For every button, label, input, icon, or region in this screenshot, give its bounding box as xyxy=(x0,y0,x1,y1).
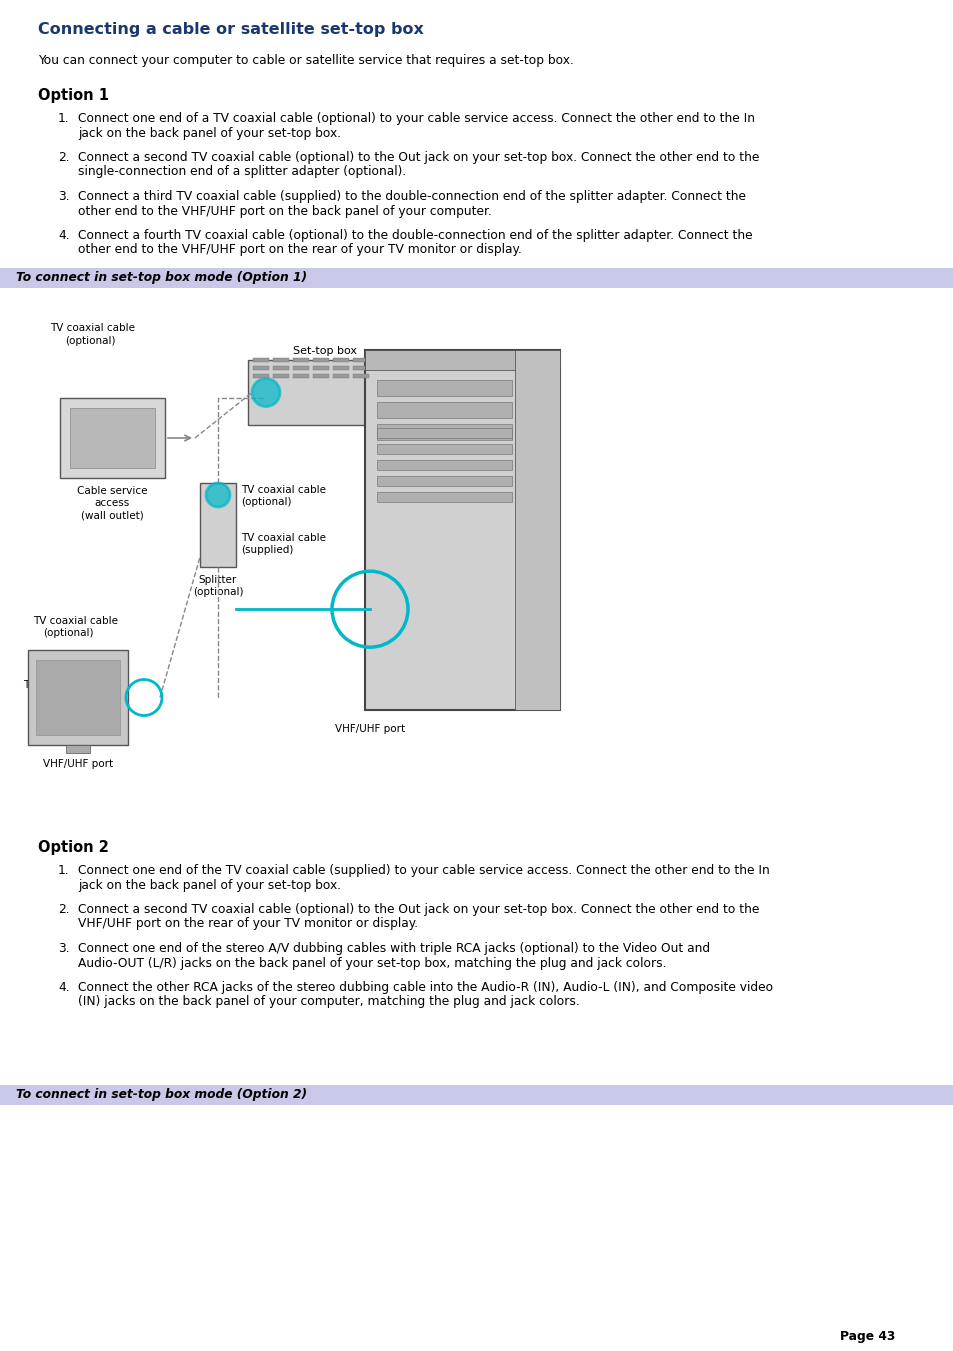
Bar xyxy=(333,358,349,362)
Bar xyxy=(66,744,90,753)
Text: TV coaxial cable: TV coaxial cable xyxy=(23,680,108,690)
Bar xyxy=(273,366,289,370)
Text: To connect in set-top box mode (Option 2): To connect in set-top box mode (Option 2… xyxy=(16,1088,307,1101)
Text: Connect one end of the TV coaxial cable (supplied) to your cable service access.: Connect one end of the TV coaxial cable … xyxy=(78,865,769,877)
Text: (wall outlet): (wall outlet) xyxy=(81,509,143,520)
Bar xyxy=(313,358,329,362)
Text: jack on the back panel of your set-top box.: jack on the back panel of your set-top b… xyxy=(78,127,341,139)
Bar xyxy=(353,366,369,370)
Text: single-connection end of a splitter adapter (optional).: single-connection end of a splitter adap… xyxy=(78,166,406,178)
Text: (optional): (optional) xyxy=(193,586,243,597)
Text: Audio-OUT (L/R) jacks on the back panel of your set-top box, matching the plug a: Audio-OUT (L/R) jacks on the back panel … xyxy=(78,957,666,970)
Text: 1.: 1. xyxy=(58,112,70,126)
Bar xyxy=(70,408,154,467)
Text: TV coaxial cable: TV coaxial cable xyxy=(33,616,118,626)
Bar xyxy=(333,366,349,370)
Text: Option 1: Option 1 xyxy=(38,88,109,103)
Bar xyxy=(333,374,349,378)
Text: To connect in set-top box mode (Option 1): To connect in set-top box mode (Option 1… xyxy=(16,272,307,284)
Bar xyxy=(200,484,235,567)
Bar xyxy=(376,424,512,440)
Text: Connecting a cable or satellite set-top box: Connecting a cable or satellite set-top … xyxy=(38,22,423,36)
Bar xyxy=(273,374,289,378)
Text: (optional): (optional) xyxy=(241,497,292,507)
Text: TV coaxial cable: TV coaxial cable xyxy=(50,323,135,332)
Bar xyxy=(376,492,512,503)
Bar xyxy=(376,476,512,486)
Text: 2.: 2. xyxy=(58,151,70,163)
Text: Set-top box: Set-top box xyxy=(293,346,356,357)
Text: (supplied): (supplied) xyxy=(241,544,294,555)
Text: 2.: 2. xyxy=(58,902,70,916)
Text: Splitter: Splitter xyxy=(198,576,237,585)
Text: VHF/UHF port: VHF/UHF port xyxy=(335,724,405,734)
Bar xyxy=(0,267,953,288)
Bar xyxy=(0,1085,953,1105)
Bar xyxy=(273,358,289,362)
Bar xyxy=(376,459,512,470)
Text: TV coaxial cable: TV coaxial cable xyxy=(241,534,326,543)
Text: Cable service: Cable service xyxy=(76,486,147,496)
Text: 4.: 4. xyxy=(58,230,70,242)
Bar xyxy=(293,366,309,370)
Text: jack on the back panel of your set-top box.: jack on the back panel of your set-top b… xyxy=(78,878,341,892)
Text: Connect a fourth TV coaxial cable (optional) to the double-connection end of the: Connect a fourth TV coaxial cable (optio… xyxy=(78,230,752,242)
Text: other end to the VHF/UHF port on the back panel of your computer.: other end to the VHF/UHF port on the bac… xyxy=(78,204,492,218)
FancyBboxPatch shape xyxy=(365,350,559,711)
Bar xyxy=(36,661,120,735)
Text: Connect one end of the stereo A/V dubbing cables with triple RCA jacks (optional: Connect one end of the stereo A/V dubbin… xyxy=(78,942,709,955)
Bar xyxy=(313,366,329,370)
Text: 4.: 4. xyxy=(58,981,70,994)
FancyBboxPatch shape xyxy=(28,650,128,744)
Text: 1.: 1. xyxy=(58,865,70,877)
Bar xyxy=(253,358,269,362)
Text: 3.: 3. xyxy=(58,190,70,203)
Bar xyxy=(353,358,369,362)
Text: access: access xyxy=(94,499,130,508)
Text: VAIO: VAIO xyxy=(515,680,544,693)
Bar xyxy=(253,366,269,370)
Bar xyxy=(376,444,512,454)
Text: (optional): (optional) xyxy=(38,692,89,703)
Text: Connect a third TV coaxial cable (supplied) to the double-connection end of the : Connect a third TV coaxial cable (suppli… xyxy=(78,190,745,203)
FancyBboxPatch shape xyxy=(248,359,402,426)
Bar xyxy=(253,374,269,378)
Bar xyxy=(376,428,512,438)
Text: (optional): (optional) xyxy=(43,628,93,638)
Bar xyxy=(313,374,329,378)
Text: Connect one end of a TV coaxial cable (optional) to your cable service access. C: Connect one end of a TV coaxial cable (o… xyxy=(78,112,754,126)
Text: Connect the other RCA jacks of the stereo dubbing cable into the Audio-R (IN), A: Connect the other RCA jacks of the stere… xyxy=(78,981,772,994)
Text: 3.: 3. xyxy=(58,942,70,955)
Text: Page 43: Page 43 xyxy=(839,1329,894,1343)
Text: VHF/UHF port on the rear of your TV monitor or display.: VHF/UHF port on the rear of your TV moni… xyxy=(78,917,417,931)
Text: Option 2: Option 2 xyxy=(38,840,109,855)
Text: (IN) jacks on the back panel of your computer, matching the plug and jack colors: (IN) jacks on the back panel of your com… xyxy=(78,996,579,1008)
Bar xyxy=(293,358,309,362)
Text: TV coaxial cable: TV coaxial cable xyxy=(241,485,326,494)
Circle shape xyxy=(206,484,230,507)
Bar xyxy=(376,380,512,396)
Text: other end to the VHF/UHF port on the rear of your TV monitor or display.: other end to the VHF/UHF port on the rea… xyxy=(78,243,521,257)
Bar xyxy=(353,374,369,378)
Text: Connect a second TV coaxial cable (optional) to the Out jack on your set-top box: Connect a second TV coaxial cable (optio… xyxy=(78,151,759,163)
Circle shape xyxy=(252,378,280,407)
Text: You can connect your computer to cable or satellite service that requires a set-: You can connect your computer to cable o… xyxy=(38,54,574,68)
Bar xyxy=(376,403,512,417)
Text: Connect a second TV coaxial cable (optional) to the Out jack on your set-top box: Connect a second TV coaxial cable (optio… xyxy=(78,902,759,916)
Bar xyxy=(402,359,448,426)
Text: (optional): (optional) xyxy=(65,336,115,346)
FancyBboxPatch shape xyxy=(60,399,165,478)
Bar xyxy=(365,350,559,370)
Text: VHF/UHF port: VHF/UHF port xyxy=(43,759,113,769)
Bar xyxy=(515,350,559,711)
Bar xyxy=(293,374,309,378)
